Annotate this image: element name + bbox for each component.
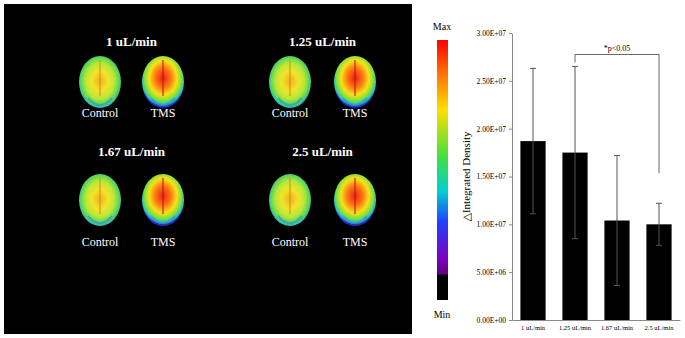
brain-midline	[99, 60, 101, 96]
y-tick-mark	[509, 272, 512, 273]
brain-midline	[99, 178, 101, 214]
figure: 1 uL/min Control TMS 1.25 uL/min Control TMS 1…	[0, 0, 685, 338]
colorbar	[437, 40, 448, 300]
error-bar	[656, 203, 662, 245]
annotation-bracket	[575, 54, 659, 173]
brain-image	[79, 56, 121, 108]
y-tick-mark	[509, 129, 512, 130]
image-background	[4, 4, 412, 334]
brain-cerebellum	[88, 98, 112, 105]
brain-midline	[289, 60, 291, 96]
y-axis-title: △Integrated Density	[460, 131, 472, 222]
image-label: Control	[82, 235, 119, 249]
brain-shape	[142, 174, 184, 226]
brain-image	[334, 174, 376, 226]
annotation-text: *p<0.05	[604, 44, 631, 53]
y-tick-label: 5.00E+06	[477, 268, 507, 277]
x-axis-line	[513, 320, 681, 321]
image-label: Control	[272, 106, 309, 120]
brain-shape	[334, 174, 376, 226]
y-axis-line	[512, 34, 513, 321]
colorbar-label: Max	[433, 21, 451, 32]
brain-image	[142, 56, 184, 108]
error-bar-line	[614, 155, 620, 285]
x-tick: 1 uL/min	[521, 320, 546, 331]
brain-cerebellum	[278, 98, 302, 105]
x-tick: 2.5 uL/min	[645, 320, 675, 331]
y-tick: 0.00E+00	[477, 316, 512, 325]
group-title: 1.25 uL/min	[289, 34, 357, 49]
x-tick-label: 1.25 uL/min	[559, 324, 592, 331]
y-tick-label: 2.00E+07	[477, 125, 507, 134]
error-bar	[530, 68, 536, 213]
brain-image	[269, 174, 311, 226]
x-tick-label: 2.5 uL/min	[645, 324, 675, 331]
brain-cerebellum	[88, 216, 112, 223]
error-bar-line	[572, 66, 578, 238]
brain-shape	[79, 56, 121, 108]
x-axis: 1 uL/min 1.25 uL/min 1.67 uL/min 2.5 uL/min	[513, 320, 681, 331]
y-tick-label: 0.00E+00	[477, 316, 507, 325]
group-title: 2.5 uL/min	[292, 144, 353, 159]
y-tick-mark	[509, 320, 512, 321]
brain-shape	[269, 56, 311, 108]
y-tick: 2.50E+07	[477, 77, 512, 86]
brain-midline	[354, 60, 356, 96]
brain-midline	[162, 60, 164, 96]
brain-cerebellum	[151, 98, 175, 105]
x-tick-label: 1 uL/min	[521, 324, 546, 331]
y-tick: 5.00E+06	[477, 268, 512, 277]
brain-cerebellum	[151, 216, 175, 223]
image-label: Control	[272, 235, 309, 249]
y-axis: 0.00E+00 5.00E+06 1.00E+07 1.50E+07 2.00E+07…	[477, 29, 513, 325]
image-label: TMS	[343, 106, 368, 120]
y-tick: 1.00E+07	[477, 220, 512, 229]
image-label: TMS	[151, 106, 176, 120]
brain-cerebellum	[278, 216, 302, 223]
brain-shape	[79, 174, 121, 226]
group-title: 1.67 uL/min	[98, 144, 166, 159]
brain-cerebellum	[343, 216, 367, 223]
y-tick-label: 1.50E+07	[477, 172, 507, 181]
x-tick: 1.67 uL/min	[601, 320, 634, 331]
brain-image	[334, 56, 376, 108]
x-tick: 1.25 uL/min	[559, 320, 592, 331]
y-tick-mark	[509, 33, 512, 34]
y-tick: 3.00E+07	[477, 29, 512, 38]
brain-midline	[162, 178, 164, 214]
plot-area	[520, 66, 671, 320]
brain-cerebellum	[343, 98, 367, 105]
error-bar	[572, 66, 578, 238]
brain-image	[142, 174, 184, 226]
brain-midline	[289, 178, 291, 214]
brain-image	[269, 56, 311, 108]
brain-shape	[269, 174, 311, 226]
image-label: Control	[82, 106, 119, 120]
annotation: *p<0.05	[575, 44, 659, 173]
colorbar-label: Min	[434, 309, 451, 320]
y-tick: 2.00E+07	[477, 125, 512, 134]
y-tick-mark	[509, 81, 512, 82]
error-bar-line	[656, 203, 662, 245]
y-tick: 1.50E+07	[477, 172, 512, 181]
group-title: 1 uL/min	[106, 34, 158, 49]
y-tick-label: 3.00E+07	[477, 29, 507, 38]
error-bar	[614, 155, 620, 285]
error-bar-line	[530, 68, 536, 213]
brain-image	[79, 174, 121, 226]
y-tick-label: 1.00E+07	[477, 220, 507, 229]
brain-shape	[142, 56, 184, 108]
brain-shape	[334, 56, 376, 108]
y-tick-mark	[509, 177, 512, 178]
y-tick-mark	[509, 224, 512, 225]
x-tick-label: 1.67 uL/min	[601, 324, 634, 331]
y-tick-label: 2.50E+07	[477, 77, 507, 86]
image-label: TMS	[343, 235, 368, 249]
brain-midline	[354, 178, 356, 214]
image-label: TMS	[151, 235, 176, 249]
